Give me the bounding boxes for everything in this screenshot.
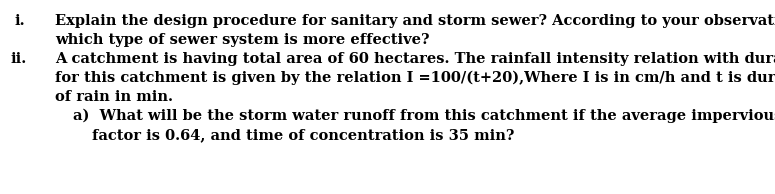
Text: A catchment is having total area of 60 hectares. The rainfall intensity relation: A catchment is having total area of 60 h… bbox=[55, 52, 775, 66]
Text: for this catchment is given by the relation I =100/(t+20),Where I is in cm/h and: for this catchment is given by the relat… bbox=[55, 71, 775, 85]
Text: Explain the design procedure for sanitary and storm sewer? According to your obs: Explain the design procedure for sanitar… bbox=[55, 14, 775, 28]
Text: of rain in min.: of rain in min. bbox=[55, 90, 173, 104]
Text: ii.: ii. bbox=[10, 52, 26, 66]
Text: i.: i. bbox=[14, 14, 25, 28]
Text: a)  What will be the storm water runoff from this catchment if the average imper: a) What will be the storm water runoff f… bbox=[73, 109, 775, 123]
Text: which type of sewer system is more effective?: which type of sewer system is more effec… bbox=[55, 33, 429, 47]
Text: factor is 0.64, and time of concentration is 35 min?: factor is 0.64, and time of concentratio… bbox=[92, 128, 515, 142]
